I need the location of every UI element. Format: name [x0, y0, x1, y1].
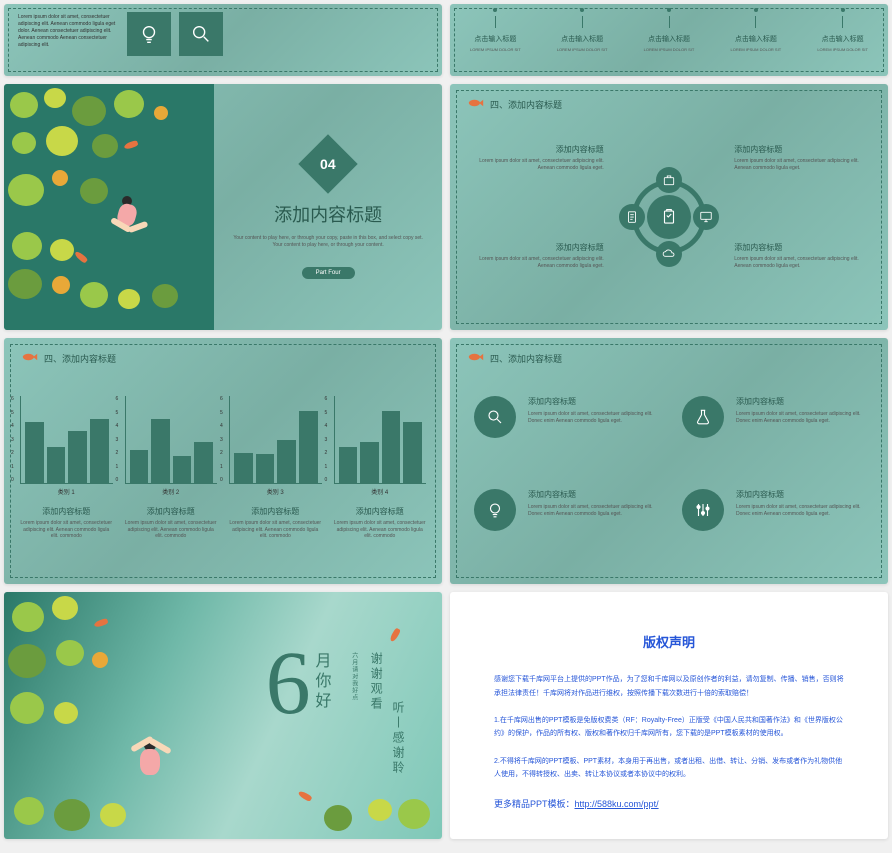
- slide-6: 四、添加内容标题 添加内容标题 Lorem ipsum dolor sit am…: [450, 338, 888, 584]
- copyright-title: 版权声明: [494, 632, 844, 651]
- magnify-icon-circle: [474, 396, 516, 438]
- slide-2: 点击输入标题LOREM IPSUM DOLOR SIT 点击输入标题LOREM …: [450, 4, 888, 76]
- bar: [25, 422, 44, 483]
- item-sub: Lorem ipsum dolor sit amet, consectetuer…: [528, 411, 656, 425]
- item-title: 添加内容标题: [528, 396, 656, 407]
- month-hello: 月你好: [309, 652, 333, 712]
- section-title: 添加内容标题: [232, 201, 425, 227]
- bar: [299, 411, 318, 484]
- col-item: 点击输入标题LOREM IPSUM DOLOR SIT: [557, 8, 608, 52]
- magnify-icon: [190, 23, 212, 45]
- subtitle-vertical: 六月请对我好点: [350, 652, 359, 701]
- bulb-icon-box: [127, 12, 171, 56]
- bar: [277, 440, 296, 484]
- cloud-icon: [662, 247, 676, 261]
- feature-item: 添加内容标题 Lorem ipsum dolor sit amet, conse…: [682, 396, 864, 471]
- koi-icon: [468, 352, 484, 362]
- bulb-icon: [486, 501, 504, 519]
- section-number-diamond: 04: [298, 134, 357, 193]
- koi-icon: [22, 352, 38, 362]
- copyright-p3: 2.不得将千库网的PPT模板、PPT素材，本身用于再出售，或者出租、出借、转让、…: [494, 755, 844, 782]
- col-item: 点击输入标题LOREM IPSUM DOLOR SIT: [470, 8, 521, 52]
- feature-item: 添加内容标题 Lorem ipsum dolor sit amet, conse…: [682, 489, 864, 564]
- col-item: 点击输入标题LOREM IPSUM DOLOR SIT: [730, 8, 781, 52]
- thanks-listen: 听丨感谢聆: [390, 701, 407, 776]
- document-icon: [625, 210, 639, 224]
- bar: [403, 422, 422, 483]
- slide-1: Lorem ipsum dolor sit amet, consectetuer…: [4, 4, 442, 76]
- sliders-icon-circle: [682, 489, 724, 531]
- sliders-icon: [694, 501, 712, 519]
- slide-header: 四、添加内容标题: [490, 98, 562, 111]
- bar: [339, 447, 358, 483]
- slide-3: 04 添加内容标题 Your content to play here, or …: [4, 84, 442, 330]
- item-text: 添加内容标题Lorem ipsum dolor sit amet, consec…: [468, 242, 604, 270]
- big-six: 6: [266, 632, 311, 735]
- bar-chart: 6543210类别 4添加内容标题Lorem ipsum dolor sit a…: [334, 396, 427, 540]
- bar: [194, 442, 213, 483]
- slide-5: 四、添加内容标题 6543210类别 1添加内容标题Lorem ipsum do…: [4, 338, 442, 584]
- item-title: 添加内容标题: [736, 396, 864, 407]
- item-text: 添加内容标题Lorem ipsum dolor sit amet, consec…: [734, 242, 870, 270]
- flask-icon-circle: [682, 396, 724, 438]
- feature-item: 添加内容标题 Lorem ipsum dolor sit amet, conse…: [474, 489, 656, 564]
- template-link[interactable]: http://588ku.com/ppt/: [575, 799, 659, 809]
- bar: [130, 450, 149, 483]
- item-text: 添加内容标题Lorem ipsum dolor sit amet, consec…: [468, 144, 604, 172]
- bar: [151, 419, 170, 483]
- monitor-icon: [699, 210, 713, 224]
- clipboard-icon: [660, 208, 678, 226]
- slide-header: 四、添加内容标题: [44, 352, 116, 365]
- body-text: Lorem ipsum dolor sit amet, consectetuer…: [18, 14, 123, 49]
- section-subtitle: Your content to play here, or through yo…: [232, 235, 425, 249]
- part-badge: Part Four: [302, 267, 355, 279]
- cycle-diagram: [632, 180, 706, 254]
- bar: [68, 431, 87, 483]
- magnify-icon: [486, 408, 504, 426]
- bar: [90, 419, 109, 483]
- col-item: 点击输入标题LOREM IPSUM DOLOR SIT: [644, 8, 695, 52]
- bar-chart: 6543210类别 1添加内容标题Lorem ipsum dolor sit a…: [20, 396, 113, 540]
- item-title: 添加内容标题: [528, 489, 656, 500]
- item-text: 添加内容标题Lorem ipsum dolor sit amet, consec…: [734, 144, 870, 172]
- thanks-watch: 谢谢观看: [368, 652, 385, 712]
- bar: [382, 411, 401, 484]
- slide-8: 版权声明 感谢您下载千库网平台上提供的PPT作品，为了您和千库网以及原创作者的利…: [450, 592, 888, 838]
- bar: [360, 442, 379, 483]
- more-templates: 更多精品PPT模板：http://588ku.com/ppt/: [494, 797, 844, 810]
- bar: [173, 456, 192, 484]
- slide-header: 四、添加内容标题: [490, 352, 562, 365]
- copyright-p2: 1.在千库网出售的PPT模板是免版权费类（RF：Royalty-Free）正版受…: [494, 714, 844, 741]
- swimmer-illustration: [104, 194, 148, 238]
- bar: [47, 447, 66, 483]
- briefcase-icon: [662, 173, 676, 187]
- pond-illustration: [4, 84, 214, 330]
- magnify-icon-box: [179, 12, 223, 56]
- item-title: 添加内容标题: [736, 489, 864, 500]
- bar: [256, 454, 275, 483]
- flask-icon: [694, 408, 712, 426]
- slide-4: 四、添加内容标题 添加内容标题Lorem ipsum dolor sit ame…: [450, 84, 888, 330]
- swimmer-illustration: [124, 739, 174, 789]
- bar: [234, 453, 253, 483]
- bar-chart: 6543210类别 3添加内容标题Lorem ipsum dolor sit a…: [229, 396, 322, 540]
- bulb-icon: [138, 23, 160, 45]
- item-sub: Lorem ipsum dolor sit amet, consectetuer…: [528, 504, 656, 518]
- copyright-p1: 感谢您下载千库网平台上提供的PPT作品，为了您和千库网以及原创作者的利益，请勿复…: [494, 673, 844, 700]
- slide-7: 6 月你好 六月请对我好点 谢谢观看 听丨感谢聆: [4, 592, 442, 838]
- item-sub: Lorem ipsum dolor sit amet, consectetuer…: [736, 411, 864, 425]
- item-sub: Lorem ipsum dolor sit amet, consectetuer…: [736, 504, 864, 518]
- bulb-icon-circle: [474, 489, 516, 531]
- feature-item: 添加内容标题 Lorem ipsum dolor sit amet, conse…: [474, 396, 656, 471]
- bar-chart: 6543210类别 2添加内容标题Lorem ipsum dolor sit a…: [125, 396, 218, 540]
- koi-icon: [468, 98, 484, 108]
- col-item: 点击输入标题LOREM IPSUM DOLOR SIT: [817, 8, 868, 52]
